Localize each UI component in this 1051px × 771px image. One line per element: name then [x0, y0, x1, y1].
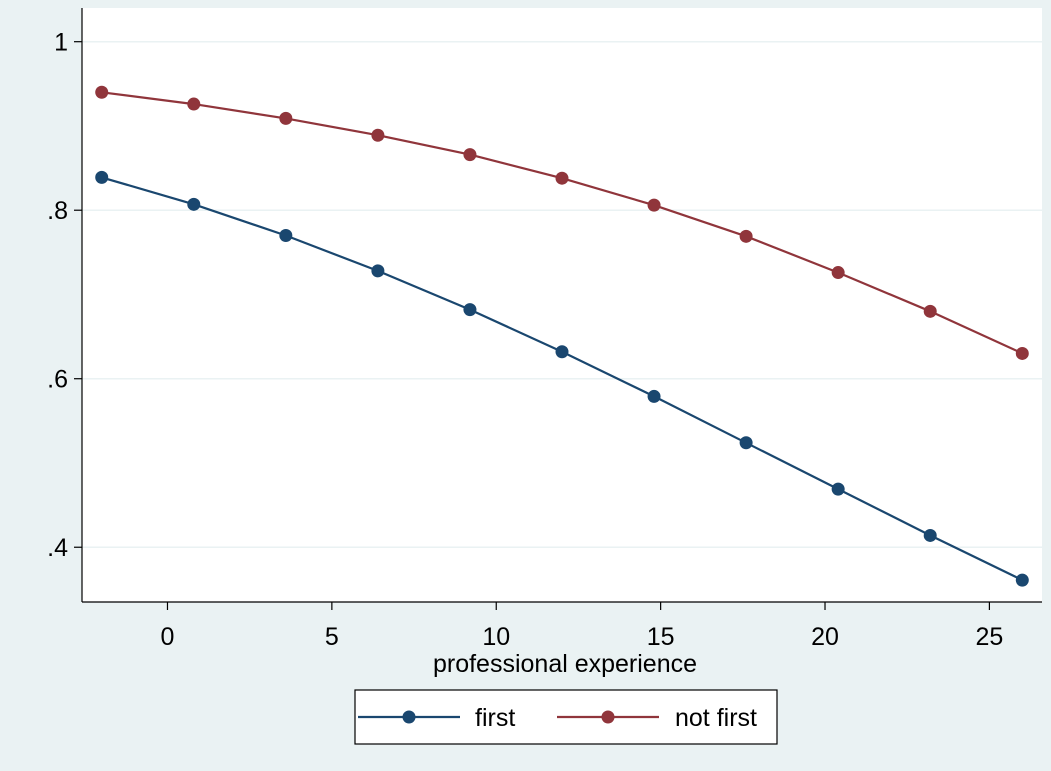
data-point	[923, 528, 937, 542]
series	[95, 85, 1029, 587]
y-tick-label: .4	[47, 534, 68, 562]
axes: .4.6.810 5 10 15 20 25	[47, 8, 1042, 651]
data-point	[739, 229, 753, 243]
x-tick-label: 15	[647, 623, 675, 651]
legend-marker	[402, 710, 416, 724]
data-point	[1015, 346, 1029, 360]
x-tick-label: 20	[811, 623, 839, 651]
data-point	[923, 304, 937, 318]
y-tick-label: .6	[47, 366, 68, 394]
data-point	[1015, 573, 1029, 587]
data-point	[739, 436, 753, 450]
legend-marker	[601, 710, 615, 724]
legend-label: first	[475, 704, 515, 732]
series-2	[95, 85, 1029, 360]
plot-area	[82, 8, 1042, 602]
data-point	[463, 303, 477, 317]
data-point	[95, 85, 109, 99]
data-point	[187, 97, 201, 111]
data-point	[555, 345, 569, 359]
data-point	[371, 264, 385, 278]
legend: first not first	[354, 689, 778, 745]
data-point	[95, 170, 109, 184]
legend-item-2: not first	[557, 704, 757, 732]
data-point	[831, 482, 845, 496]
x-tick-label: 5	[325, 623, 339, 651]
data-point	[555, 171, 569, 185]
y-tick-label: 1	[54, 29, 68, 57]
x-tick-label: 10	[482, 623, 510, 651]
data-point	[371, 128, 385, 142]
x-tick-label: 0	[161, 623, 175, 651]
data-point	[279, 228, 293, 242]
legend-item-1: first	[358, 704, 515, 732]
y-tick-label: .8	[47, 197, 68, 225]
legend-label: not first	[675, 704, 757, 732]
x-axis-title: professional experience	[433, 650, 697, 678]
data-point	[831, 266, 845, 280]
data-point	[647, 198, 661, 212]
data-point	[647, 389, 661, 403]
data-point	[463, 148, 477, 162]
data-point	[279, 111, 293, 125]
series-1	[95, 170, 1029, 587]
gridlines	[82, 40, 1042, 548]
x-tick-label: 25	[975, 623, 1003, 651]
data-point	[187, 197, 201, 211]
